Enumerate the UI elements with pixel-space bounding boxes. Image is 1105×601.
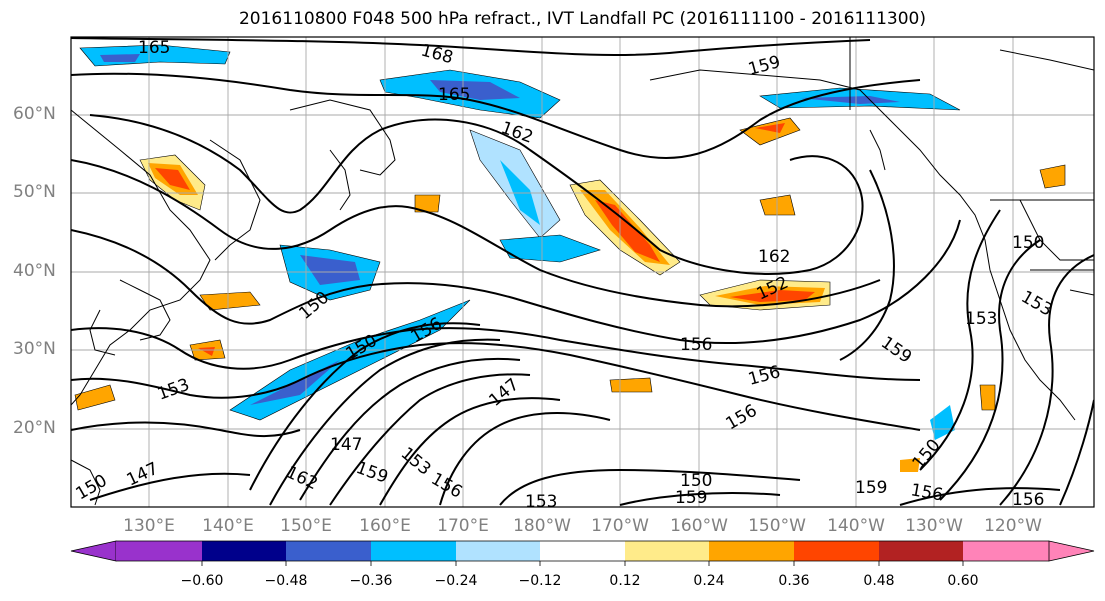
longitude-label: 170°W [591, 516, 649, 536]
longitude-label: 120°W [984, 516, 1042, 536]
longitude-label: 150°W [748, 516, 806, 536]
colorbar-segment [540, 541, 625, 561]
colorbar-tick-label: 0.12 [609, 573, 641, 589]
colorbar-max-extension [1048, 540, 1095, 562]
colorbar-segment [879, 541, 963, 561]
colorbar-segment [116, 541, 202, 561]
map-frame [70, 36, 1095, 508]
longitude-label: 180°W [513, 516, 571, 536]
colorbar-tick-label: 0.24 [693, 573, 725, 589]
colorbar-segment [963, 541, 1049, 561]
contour-label: 165 [438, 85, 470, 105]
contour-label: 147 [330, 435, 362, 455]
longitude-label: 140°W [827, 516, 885, 536]
colorbar-tick-label: 0.48 [863, 573, 895, 589]
colorbar-segment [709, 541, 794, 561]
contour-label: 153 [525, 492, 557, 512]
contour-label: 159 [855, 478, 887, 498]
colorbar-segment [456, 541, 540, 561]
longitude-label: 130°E [123, 516, 175, 536]
colorbar-tick-label: −0.36 [349, 573, 393, 589]
contour-label: 150 [680, 471, 712, 491]
colorbar-tick-label: 0.60 [947, 573, 979, 589]
colorbar-tick-label: −0.12 [518, 573, 562, 589]
colorbar-tick-label: −0.24 [434, 573, 478, 589]
figure-title: 2016110800 F048 500 hPa refract., IVT La… [238, 9, 926, 29]
colorbar-tick-label: −0.60 [180, 573, 224, 589]
contour-label: 156 [680, 335, 712, 355]
colorbar-segment [202, 541, 286, 561]
longitude-label: 170°E [437, 516, 489, 536]
graticule [71, 37, 1094, 507]
contour-label: 165 [138, 38, 170, 58]
colorbar-segment [286, 541, 371, 561]
height-contours [71, 37, 1094, 506]
longitude-label: 130°W [905, 516, 963, 536]
longitude-label: 140°E [202, 516, 254, 536]
colorbar-segment [625, 541, 709, 561]
colorbar-tick-label: 0.36 [778, 573, 810, 589]
positive-shading [74, 117, 1066, 472]
latitude-label: 50°N [13, 182, 56, 202]
contour-label: 153 [965, 309, 997, 329]
contour-label: 162 [758, 247, 790, 267]
longitude-label: 160°W [670, 516, 728, 536]
colorbar-min-extension [70, 540, 117, 562]
latitude-label: 30°N [13, 339, 56, 359]
colorbar-tick-label: −0.48 [264, 573, 308, 589]
contour-label: 150 [1012, 233, 1044, 253]
longitude-label: 160°E [359, 516, 411, 536]
colorbar-segment [794, 541, 879, 561]
latitude-label: 60°N [13, 104, 56, 124]
latitude-label: 20°N [13, 418, 56, 438]
colorbar [70, 540, 1095, 566]
latitude-label: 40°N [13, 261, 56, 281]
contour-label: 159 [675, 488, 707, 508]
contour-label: 156 [1012, 490, 1044, 510]
longitude-label: 150°E [280, 516, 332, 536]
colorbar-segment [371, 541, 456, 561]
